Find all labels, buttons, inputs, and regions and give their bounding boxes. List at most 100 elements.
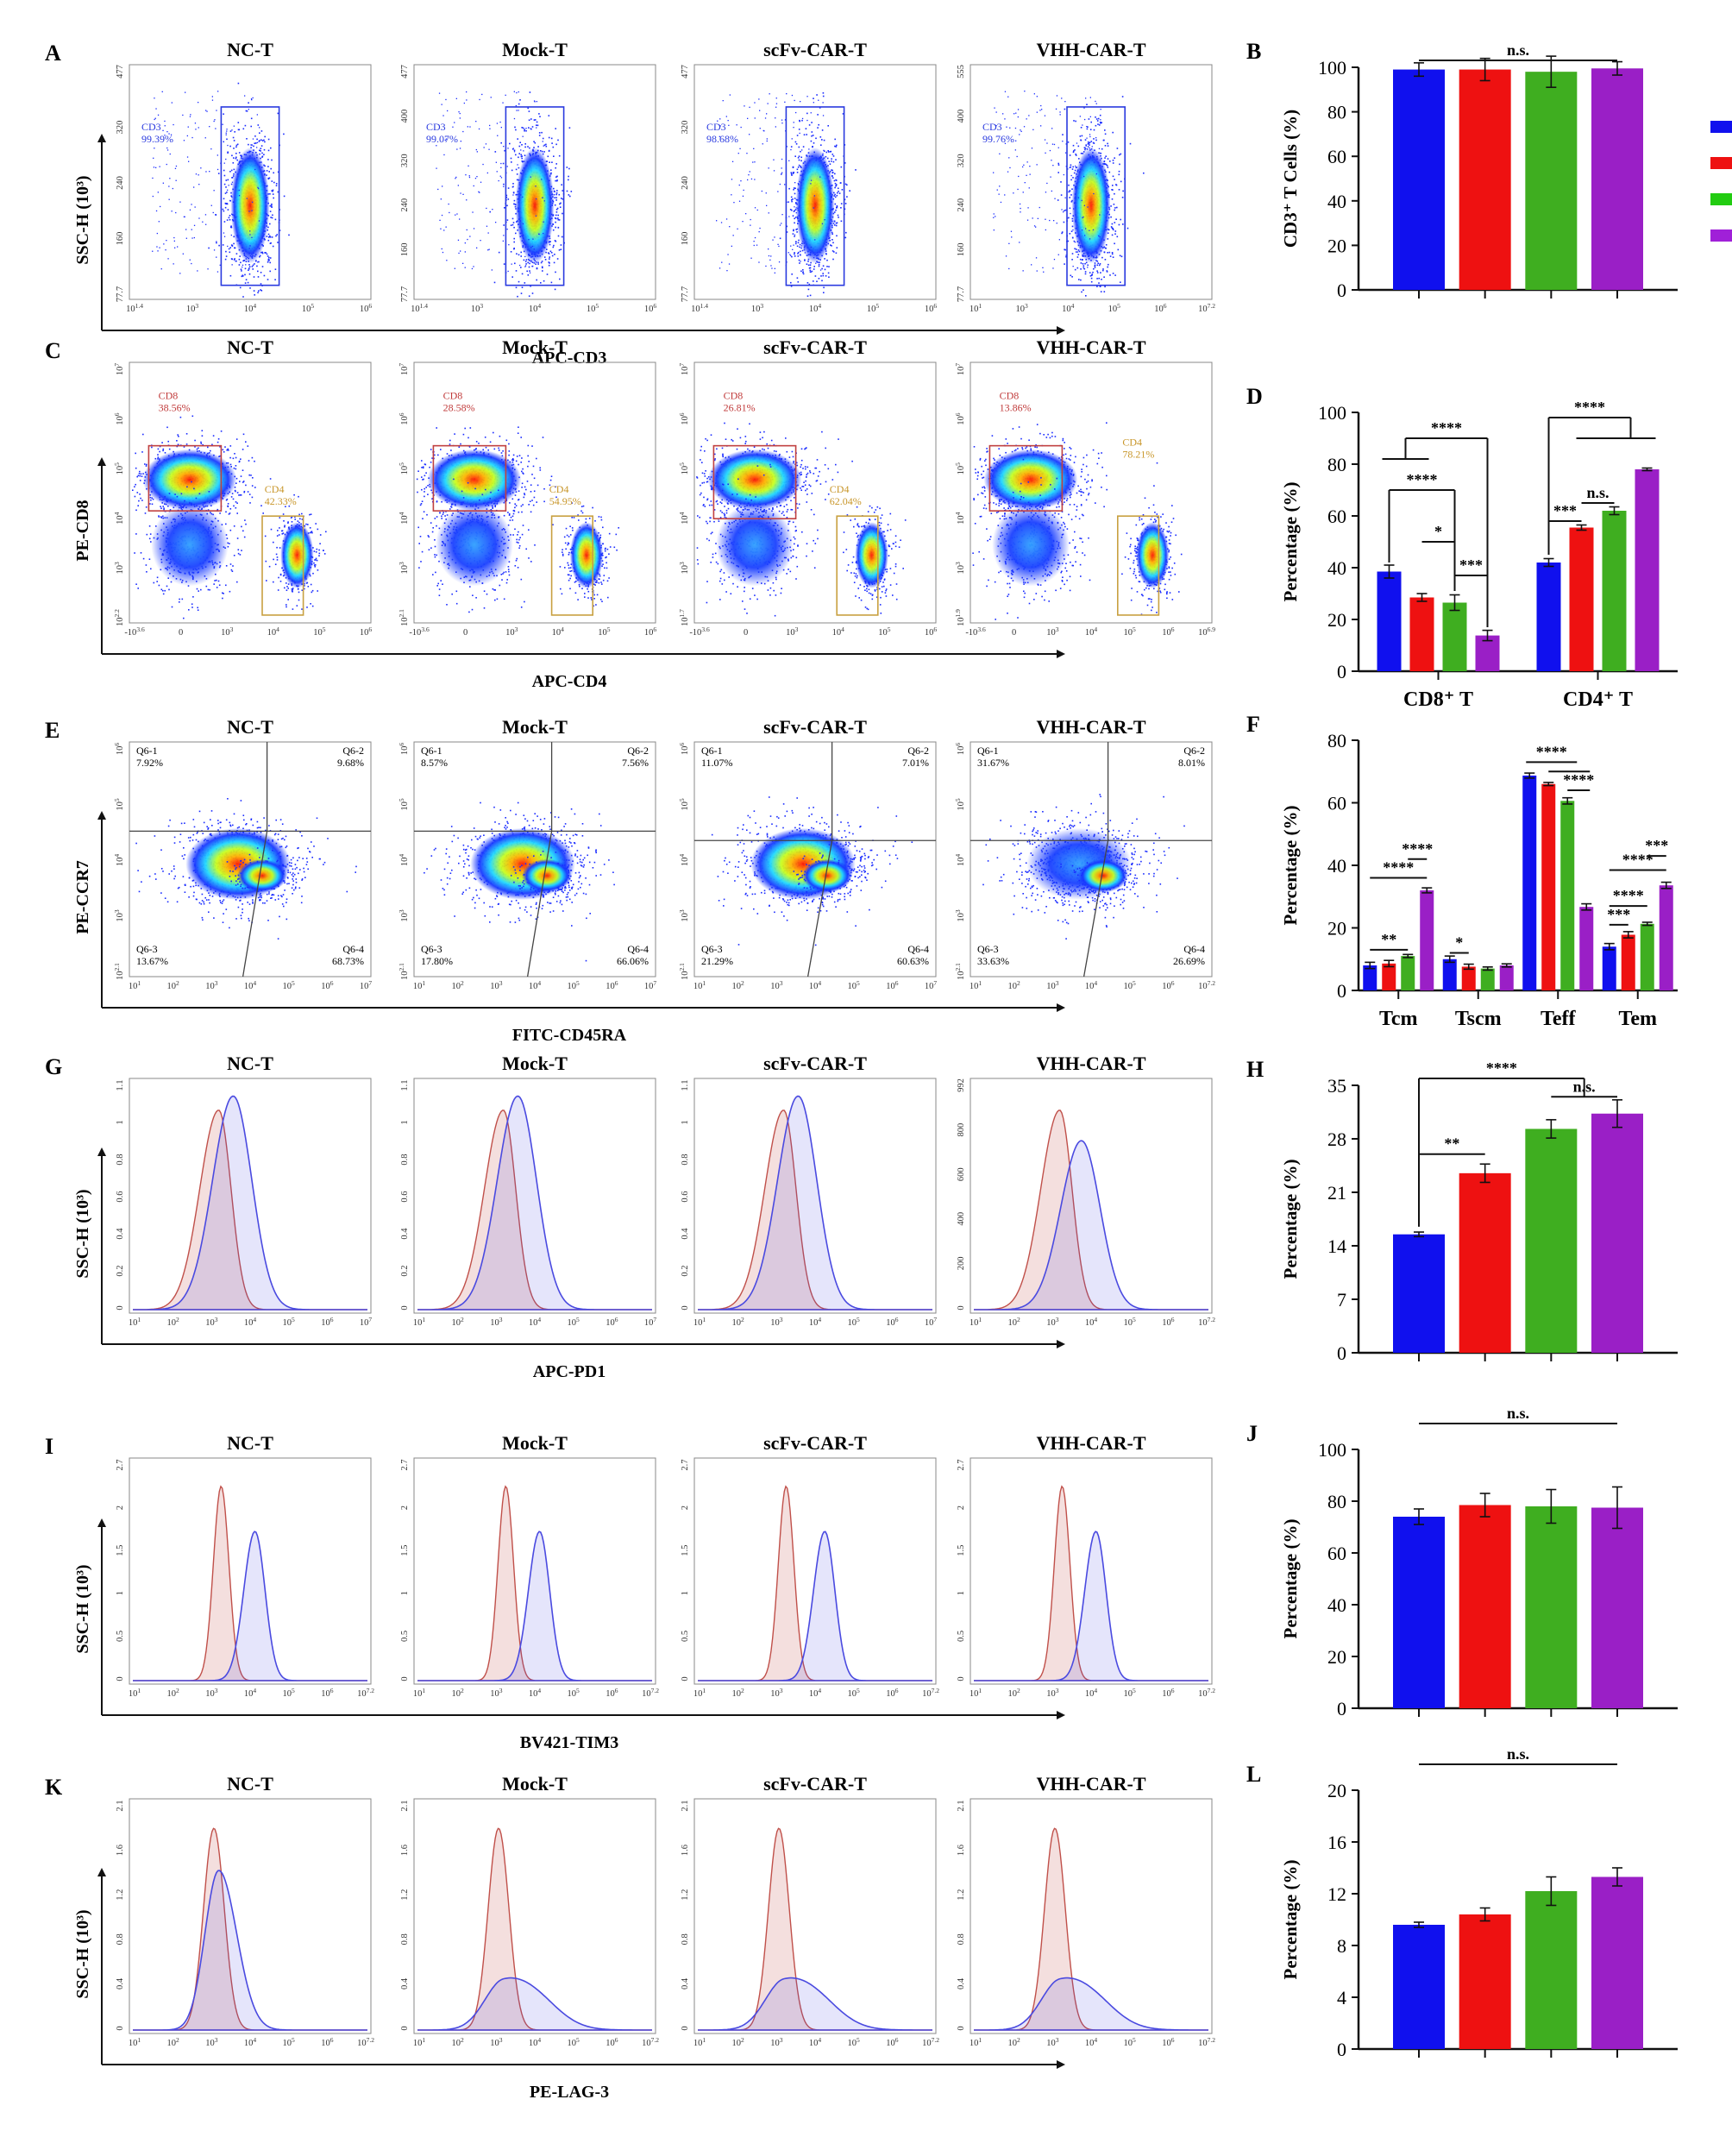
scatter-dot [798, 259, 800, 261]
scatter-dot [152, 177, 154, 179]
scatter-dot [555, 214, 557, 217]
scatter-dot [259, 153, 260, 155]
scatter-dot [558, 154, 561, 157]
scatter-dot [800, 270, 802, 273]
scatter-dot [819, 107, 821, 109]
scatter-dot [530, 176, 531, 178]
scatter-dot [273, 181, 275, 184]
scatter-dot [806, 119, 808, 122]
scatter-dot [840, 207, 842, 209]
x-tick-label: 103 [186, 302, 199, 314]
scatter-dot [719, 135, 720, 137]
scatter-dot [168, 448, 171, 450]
scatter-dot [257, 270, 259, 273]
x-tick-label: 103 [1015, 302, 1028, 314]
scatter-dot [530, 128, 532, 130]
scatter-dot [806, 134, 807, 135]
scatter-dot [223, 451, 225, 453]
scatter-dot [517, 295, 518, 298]
scatter-dot [802, 269, 804, 271]
scatter-dot [1073, 120, 1075, 122]
scatter-dot [229, 247, 231, 248]
scatter-dot [193, 186, 195, 188]
scatter-dot [828, 160, 830, 162]
scatter-dot [442, 251, 444, 254]
scatter-dot [233, 140, 235, 141]
scatter-dot [277, 171, 279, 173]
scatter-dot [1094, 265, 1096, 267]
scatter-dot [269, 236, 272, 238]
scatter-dot [543, 145, 544, 147]
scatter-dot [502, 240, 504, 242]
scatter-dot [758, 231, 760, 233]
scatter-dot [1104, 286, 1106, 288]
scatter-dot [1004, 194, 1006, 196]
scatter-dot [1107, 266, 1108, 268]
scatter-dot [1071, 259, 1073, 261]
scatter-dot [836, 247, 838, 248]
scatter-dot [529, 260, 530, 261]
scatter-dot [267, 178, 270, 180]
scatter-dot [1072, 166, 1074, 168]
scatter-dot [1086, 128, 1089, 130]
scatter-dot [1099, 263, 1101, 265]
scatter-dot [463, 102, 465, 104]
scatter-dot [1101, 256, 1103, 259]
scatter-dot [500, 141, 502, 144]
gate-box [785, 106, 845, 286]
scatter-dot [249, 502, 251, 504]
scatter-dot [476, 176, 478, 178]
scatter-dot [136, 475, 138, 478]
scatter-dot [209, 126, 210, 128]
scatter-dot [224, 258, 227, 261]
scatter-dot [258, 261, 260, 263]
scatter-dot [527, 261, 529, 264]
x-tick-label: 106 [1154, 302, 1167, 314]
scatter-dot [235, 156, 237, 159]
scatter-dot [791, 200, 793, 203]
scatter-dot [799, 119, 800, 122]
scatter-dot [183, 140, 185, 141]
scatter-dot [235, 260, 237, 262]
scatter-dot [245, 279, 248, 280]
scatter-dot [836, 206, 838, 208]
scatter-dot [772, 239, 774, 241]
scatter-dot [1024, 182, 1026, 184]
scatter-dot [538, 132, 541, 134]
scatter-dot [1106, 165, 1108, 167]
scatter-dot [249, 234, 251, 236]
scatter-dot [223, 174, 226, 177]
scatter-dot [152, 250, 154, 252]
scatter-dot [467, 238, 468, 241]
scatter-dot [527, 274, 530, 276]
scatter-dot [784, 101, 786, 103]
scatter-dot [716, 220, 718, 222]
scatter-dot [811, 122, 813, 123]
scatter-dot [1040, 104, 1042, 107]
scatter-dot [1111, 253, 1114, 255]
y-axis-label: SSC-H (10³) [73, 175, 92, 264]
scatter-dot [823, 139, 825, 141]
scatter-dot [1060, 181, 1062, 183]
scatter-dot [791, 273, 793, 275]
scatter-dot [541, 150, 543, 153]
scatter-dot [541, 266, 543, 268]
scatter-dot [561, 236, 563, 238]
scatter-dot [520, 149, 522, 151]
scatter-dot [205, 223, 207, 225]
scatter-dot [1064, 210, 1065, 211]
scatter-dot [1014, 127, 1017, 129]
scatter-dot [472, 211, 474, 213]
scatter-dot [1059, 114, 1061, 116]
scatter-dot [993, 229, 995, 231]
scatter-dot [235, 146, 237, 148]
scatter-dot [452, 126, 454, 128]
scatter-dot [819, 261, 820, 263]
scatter-dot [460, 192, 461, 194]
scatter-dot [506, 219, 509, 221]
gate-name: CD3 [982, 121, 1002, 133]
scatter-dot [759, 128, 761, 129]
scatter-dot [1122, 223, 1124, 225]
scatter-dot [568, 167, 570, 170]
scatter-dot [801, 149, 803, 151]
